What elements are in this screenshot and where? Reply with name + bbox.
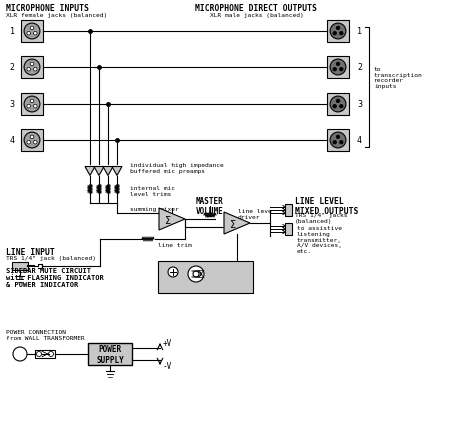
Bar	[21, 94, 43, 116]
Circle shape	[34, 32, 37, 36]
Text: $\Sigma$: $\Sigma$	[229, 218, 237, 230]
Circle shape	[333, 105, 337, 109]
Text: to
transcription
recorder
inputs: to transcription recorder inputs	[374, 67, 423, 89]
Bar	[88, 343, 132, 365]
Circle shape	[34, 68, 37, 72]
Polygon shape	[112, 167, 122, 176]
Polygon shape	[224, 212, 250, 234]
Bar	[21, 57, 43, 79]
Circle shape	[24, 60, 40, 76]
Text: MASTER
VOLUME: MASTER VOLUME	[196, 197, 224, 216]
Circle shape	[333, 141, 337, 144]
Circle shape	[27, 105, 30, 109]
Text: individual high impedance
buffered mic preamps: individual high impedance buffered mic p…	[130, 163, 224, 173]
Text: SIDEBAR MUTE CIRCUIT
with FLASHING INDICATOR
& POWER INDICATOR: SIDEBAR MUTE CIRCUIT with FLASHING INDIC…	[6, 267, 104, 287]
Text: line leve
driver: line leve driver	[238, 209, 272, 219]
Bar	[327, 21, 349, 43]
Polygon shape	[85, 167, 95, 176]
Circle shape	[30, 136, 34, 139]
Text: LINE INPUT: LINE INPUT	[6, 247, 55, 256]
Bar	[327, 57, 349, 79]
Text: 1: 1	[9, 28, 15, 37]
Circle shape	[336, 136, 340, 139]
Circle shape	[336, 100, 340, 104]
Text: 3: 3	[9, 100, 15, 109]
Circle shape	[339, 68, 343, 72]
Circle shape	[333, 32, 337, 36]
Text: LINE LEVEL
MIXED OUTPUTS: LINE LEVEL MIXED OUTPUTS	[295, 197, 358, 216]
Text: TRS 1/4" jack (balanced): TRS 1/4" jack (balanced)	[6, 255, 96, 261]
Circle shape	[27, 68, 30, 72]
Text: 1: 1	[357, 28, 362, 37]
Bar	[35, 350, 55, 358]
Text: summing mixer: summing mixer	[130, 206, 179, 212]
Text: POWER CONNECTION
from WALL TRANSFORMER: POWER CONNECTION from WALL TRANSFORMER	[6, 329, 85, 340]
Text: POWER
SUPPLY: POWER SUPPLY	[96, 344, 124, 364]
Circle shape	[34, 141, 37, 144]
Circle shape	[339, 105, 343, 109]
Text: to assistive
listening
transmitter,
A/V devices,
etc.: to assistive listening transmitter, A/V …	[297, 225, 342, 254]
Circle shape	[30, 63, 34, 67]
Text: TRS 1/4" jacks
(balanced): TRS 1/4" jacks (balanced)	[295, 212, 347, 223]
Text: XLR female jacks (balanced): XLR female jacks (balanced)	[6, 13, 107, 18]
Bar	[21, 130, 43, 152]
Circle shape	[188, 266, 204, 283]
Circle shape	[330, 97, 346, 113]
Circle shape	[168, 267, 178, 277]
Circle shape	[34, 105, 37, 109]
Bar	[285, 205, 292, 216]
Circle shape	[336, 63, 340, 67]
Text: 3: 3	[357, 100, 362, 109]
Text: MICROPHONE INPUTS: MICROPHONE INPUTS	[6, 4, 89, 13]
Circle shape	[13, 347, 27, 361]
Circle shape	[339, 32, 343, 36]
Circle shape	[27, 32, 30, 36]
Circle shape	[330, 60, 346, 76]
Polygon shape	[94, 167, 104, 176]
Bar	[285, 224, 292, 236]
Bar	[327, 130, 349, 152]
Circle shape	[30, 100, 34, 104]
Circle shape	[36, 352, 42, 356]
Circle shape	[333, 68, 337, 72]
Text: $\Sigma$: $\Sigma$	[164, 214, 172, 225]
Text: +V: +V	[163, 339, 172, 348]
Text: XLR male jacks (balanced): XLR male jacks (balanced)	[210, 13, 304, 18]
Bar	[158, 261, 253, 293]
Text: -V: -V	[163, 362, 172, 371]
Text: MICROPHONE DIRECT OUTPUTS: MICROPHONE DIRECT OUTPUTS	[195, 4, 317, 13]
Text: internal mic
level trims: internal mic level trims	[130, 186, 175, 197]
Circle shape	[48, 352, 54, 356]
Circle shape	[339, 141, 343, 144]
Polygon shape	[159, 209, 185, 230]
Circle shape	[330, 24, 346, 40]
Circle shape	[336, 27, 340, 31]
Bar	[21, 21, 43, 43]
Circle shape	[24, 133, 40, 149]
Polygon shape	[103, 167, 113, 176]
Text: 2: 2	[9, 63, 15, 72]
Text: 2: 2	[357, 63, 362, 72]
Circle shape	[27, 141, 30, 144]
Circle shape	[30, 27, 34, 31]
Circle shape	[24, 97, 40, 113]
Text: line trim: line trim	[158, 243, 192, 247]
Circle shape	[330, 133, 346, 149]
Bar	[12, 262, 28, 270]
Text: 4: 4	[357, 136, 362, 145]
Circle shape	[24, 24, 40, 40]
Text: 4: 4	[9, 136, 15, 145]
Circle shape	[193, 271, 199, 277]
Bar	[327, 94, 349, 116]
